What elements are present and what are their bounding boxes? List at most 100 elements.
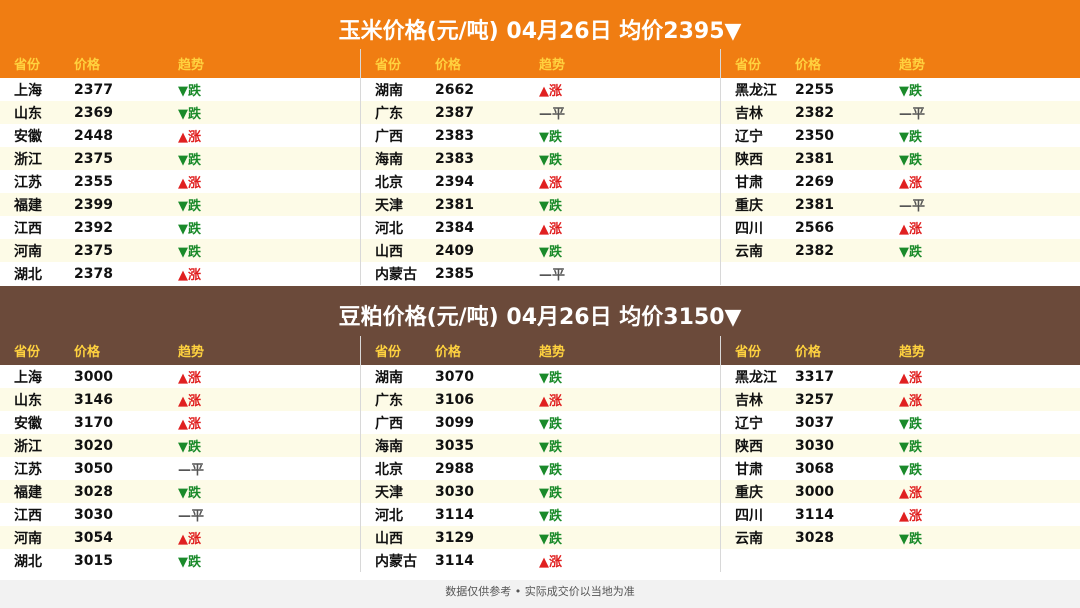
province-cell: 山西 [375,530,403,547]
trend-cell: ▼跌 [539,245,562,260]
province-cell: 广西 [375,415,403,432]
table-row: 山西 3129 ▼跌 [361,526,720,549]
trend-cell: ▲涨 [178,417,201,432]
province-cell: 湖北 [14,553,42,570]
trend-cell: ▲涨 [539,176,562,191]
trend-cell: ▲涨 [539,222,562,237]
trend-cell: ▲涨 [539,555,562,570]
province-cell: 四川 [735,507,763,524]
table-row: 甘肃 3068 ▼跌 [721,457,1080,480]
province-cell: 广西 [375,128,403,145]
table-row: 天津 3030 ▼跌 [361,480,720,503]
price-cell: 2378 [74,265,113,282]
price-cell: 2350 [795,127,834,144]
province-header: 省份 [14,58,41,73]
province-cell: 海南 [375,438,403,455]
province-cell: 北京 [375,174,403,191]
province-cell: 江苏 [14,174,42,191]
trend-cell: ▲涨 [899,509,922,524]
trend-cell: ▼跌 [899,440,922,455]
table-row: 辽宁 3037 ▼跌 [721,411,1080,434]
table-row: 海南 3035 ▼跌 [361,434,720,457]
trend-cell: ▲涨 [178,176,201,191]
province-header: 省份 [735,345,762,360]
table-row: 江苏 2355 ▲涨 [0,170,360,193]
province-cell: 黑龙江 [735,82,777,99]
table-row: 黑龙江 2255 ▼跌 [721,78,1080,101]
trend-cell: —平 [539,107,566,122]
trend-cell: ▼跌 [178,245,201,260]
table-row: 甘肃 2269 ▲涨 [721,170,1080,193]
province-cell: 甘肃 [735,461,763,478]
table-row: 河北 2384 ▲涨 [361,216,720,239]
price-cell: 3146 [74,391,113,408]
trend-cell: ▼跌 [539,417,562,432]
province-cell: 上海 [14,82,42,99]
province-cell: 湖北 [14,266,42,283]
trend-cell: ▼跌 [899,463,922,478]
table-row: 天津 2381 ▼跌 [361,193,720,216]
province-cell: 四川 [735,220,763,237]
province-cell: 上海 [14,369,42,386]
price-cell: 3114 [435,506,474,523]
table-row: 山西 2409 ▼跌 [361,239,720,262]
price-cell: 2448 [74,127,113,144]
province-cell: 陕西 [735,151,763,168]
province-cell: 云南 [735,243,763,260]
price-cell: 2409 [435,242,474,259]
trend-cell: ▼跌 [178,84,201,99]
price-cell: 3170 [74,414,113,431]
province-cell: 吉林 [735,105,763,122]
table-column: 省份 价格 趋势 湖南 2662 ▲涨 广东 2387 —平 广西 2383 ▼跌 海南 2383 ▼跌 北京… [360,49,720,285]
price-cell: 3054 [74,529,113,546]
province-cell: 山西 [375,243,403,260]
province-cell: 海南 [375,151,403,168]
table-row: 河北 3114 ▼跌 [361,503,720,526]
province-cell: 广东 [375,392,403,409]
table-row: 广西 3099 ▼跌 [361,411,720,434]
table-row: 安徽 3170 ▲涨 [0,411,360,434]
price-cell: 3037 [795,414,834,431]
price-cell: 2384 [435,219,474,236]
trend-cell: —平 [178,509,205,524]
province-cell: 福建 [14,484,42,501]
table-row: 湖南 2662 ▲涨 [361,78,720,101]
table-row: 山东 2369 ▼跌 [0,101,360,124]
province-cell: 陕西 [735,438,763,455]
province-cell: 重庆 [735,197,763,214]
trend-cell: ▼跌 [178,486,201,501]
province-cell: 湖南 [375,369,403,386]
province-cell: 江西 [14,507,42,524]
trend-header: 趋势 [899,345,926,360]
trend-cell: ▼跌 [539,486,562,501]
table-row: 吉林 3257 ▲涨 [721,388,1080,411]
province-header: 省份 [735,58,762,73]
province-cell: 黑龙江 [735,369,777,386]
trend-cell: ▼跌 [899,130,922,145]
province-cell: 江西 [14,220,42,237]
table-row: 陕西 2381 ▼跌 [721,147,1080,170]
table-row: 内蒙古 2385 —平 [361,262,720,285]
table-row: 江苏 3050 —平 [0,457,360,480]
table-row [721,549,1080,572]
table-row: 安徽 2448 ▲涨 [0,124,360,147]
price-cell: 3028 [795,529,834,546]
table-row: 北京 2988 ▼跌 [361,457,720,480]
price-cell: 3028 [74,483,113,500]
province-header: 省份 [14,345,41,360]
table-row: 浙江 2375 ▼跌 [0,147,360,170]
trend-cell: ▼跌 [539,440,562,455]
corn-table: 省份 价格 趋势 上海 2377 ▼跌 山东 2369 ▼跌 安徽 2448 ▲涨 浙江 2375 ▼跌 江苏… [0,49,1080,285]
province-cell: 广东 [375,105,403,122]
trend-cell: ▲涨 [899,394,922,409]
table-row: 湖北 2378 ▲涨 [0,262,360,285]
price-cell: 3030 [74,506,113,523]
trend-cell: ▼跌 [899,417,922,432]
table-header: 省份 价格 趋势 [721,49,1080,78]
trend-cell: ▲涨 [899,176,922,191]
price-header: 价格 [795,58,822,73]
province-cell: 北京 [375,461,403,478]
price-cell: 2382 [795,104,834,121]
province-cell: 吉林 [735,392,763,409]
price-cell: 2383 [435,127,474,144]
